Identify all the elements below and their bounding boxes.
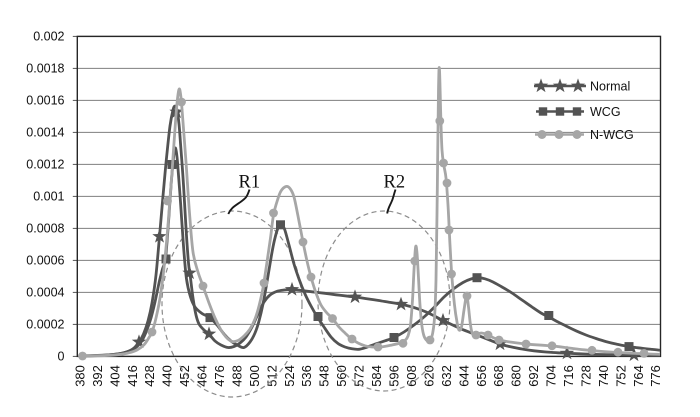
svg-text:R2: R2 [384, 173, 406, 193]
svg-text:584: 584 [369, 365, 384, 387]
svg-text:656: 656 [474, 365, 489, 387]
svg-text:632: 632 [439, 365, 454, 387]
svg-text:740: 740 [596, 365, 611, 387]
svg-text:668: 668 [491, 365, 506, 387]
svg-text:0.0002: 0.0002 [26, 318, 64, 332]
svg-text:380: 380 [72, 365, 87, 387]
svg-text:404: 404 [107, 365, 122, 387]
svg-text:0.001: 0.001 [33, 190, 64, 204]
svg-text:0.0008: 0.0008 [26, 222, 64, 236]
svg-text:524: 524 [282, 365, 297, 387]
svg-text:500: 500 [247, 365, 262, 387]
svg-text:0.0014: 0.0014 [26, 126, 64, 140]
svg-text:644: 644 [456, 365, 471, 387]
svg-text:536: 536 [299, 365, 314, 387]
svg-text:428: 428 [142, 365, 157, 387]
svg-text:416: 416 [125, 365, 140, 387]
svg-text:488: 488 [229, 365, 244, 387]
svg-text:0.002: 0.002 [33, 30, 64, 44]
svg-text:752: 752 [613, 365, 628, 387]
svg-text:548: 548 [317, 365, 332, 387]
svg-text:560: 560 [334, 365, 349, 387]
svg-text:764: 764 [631, 365, 646, 387]
svg-text:0.0018: 0.0018 [26, 62, 64, 76]
svg-text:620: 620 [421, 365, 436, 387]
svg-text:0: 0 [58, 350, 65, 364]
svg-text:N-WCG: N-WCG [590, 128, 634, 142]
svg-text:0.0006: 0.0006 [26, 254, 64, 268]
svg-text:0.0004: 0.0004 [26, 286, 64, 300]
svg-text:728: 728 [578, 365, 593, 387]
svg-text:Normal: Normal [590, 80, 630, 94]
svg-text:692: 692 [526, 365, 541, 387]
svg-text:608: 608 [404, 365, 419, 387]
svg-text:R1: R1 [239, 173, 261, 193]
svg-text:476: 476 [212, 365, 227, 387]
svg-text:704: 704 [544, 365, 559, 387]
svg-text:572: 572 [352, 365, 367, 387]
svg-text:440: 440 [160, 365, 175, 387]
svg-text:596: 596 [387, 365, 402, 387]
svg-text:392: 392 [90, 365, 105, 387]
svg-text:0.0012: 0.0012 [26, 158, 64, 172]
svg-text:452: 452 [177, 365, 192, 387]
svg-text:716: 716 [561, 365, 576, 387]
svg-text:680: 680 [509, 365, 524, 387]
svg-text:0.0016: 0.0016 [26, 94, 64, 108]
svg-text:512: 512 [264, 365, 279, 387]
svg-text:776: 776 [648, 365, 663, 387]
svg-text:464: 464 [195, 365, 210, 387]
svg-text:WCG: WCG [590, 105, 621, 119]
